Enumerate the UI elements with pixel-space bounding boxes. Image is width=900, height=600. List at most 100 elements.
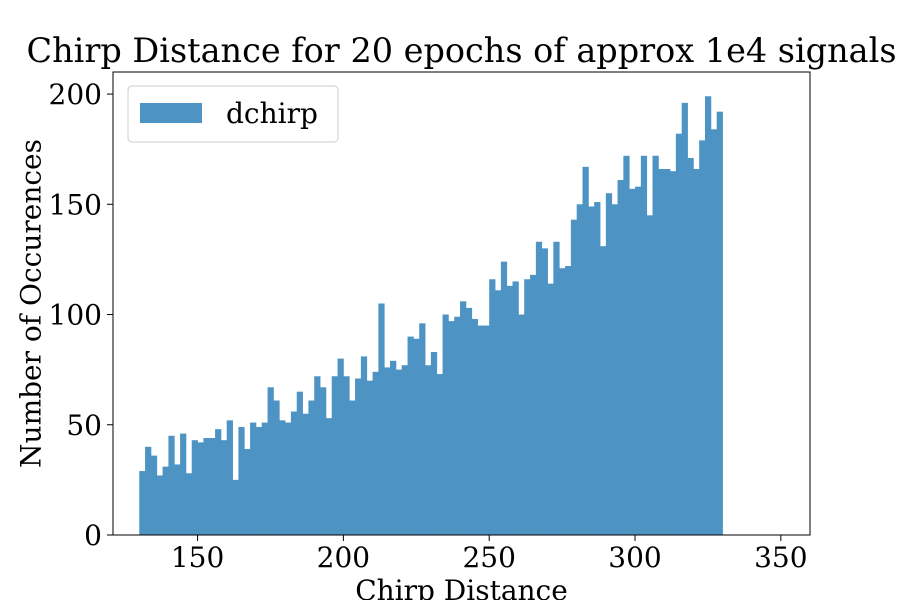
- histogram-bar: [705, 96, 712, 535]
- histogram-bar: [279, 420, 286, 535]
- histogram-bar: [716, 111, 723, 535]
- histogram-bar: [436, 374, 443, 535]
- histogram-bar: [360, 356, 368, 535]
- histogram-bar: [250, 422, 257, 535]
- histogram-bar: [197, 442, 204, 535]
- histogram-bar: [664, 169, 671, 535]
- histogram-bar: [267, 387, 274, 535]
- histogram-bar: [209, 437, 216, 535]
- histogram-bar: [617, 180, 624, 536]
- x-tick-label: 150: [171, 541, 224, 574]
- legend: dchirp: [127, 85, 339, 143]
- histogram-bar: [366, 380, 373, 535]
- histogram-bar: [244, 449, 251, 535]
- histogram-bar: [693, 169, 700, 535]
- histogram-bar: [448, 321, 455, 535]
- histogram-bar: [582, 166, 589, 536]
- histogram-bar: [512, 281, 519, 535]
- x-tick-label: 200: [317, 541, 370, 574]
- histogram-bar: [611, 204, 618, 536]
- x-tick-label: 350: [754, 541, 807, 574]
- histogram-bar: [541, 248, 548, 535]
- histogram-bar: [442, 314, 449, 535]
- histogram-bar: [168, 435, 175, 535]
- histogram-bar: [570, 219, 578, 535]
- histogram-bar: [320, 387, 327, 535]
- histogram-bar: [261, 422, 268, 535]
- histogram-bar: [681, 102, 688, 535]
- histogram-bar: [419, 323, 426, 535]
- histogram-bar: [372, 371, 379, 535]
- histogram-bar: [576, 204, 583, 536]
- histogram-bar: [139, 471, 146, 535]
- histogram-bar: [232, 479, 239, 535]
- histogram-bar: [640, 155, 648, 535]
- histogram-bar: [559, 268, 566, 535]
- histogram-bar: [413, 338, 420, 535]
- x-tick-label: 250: [462, 541, 515, 574]
- histogram-bar: [658, 169, 665, 535]
- histogram-bar: [646, 215, 653, 536]
- histogram-bar: [465, 307, 473, 535]
- histogram-bar: [675, 133, 683, 535]
- histogram-bar: [314, 376, 321, 535]
- legend-label: dchirp: [226, 97, 318, 130]
- histogram-bar: [518, 314, 525, 535]
- histogram-bar: [285, 422, 292, 535]
- histogram-bar: [600, 246, 607, 535]
- histogram-bar: [150, 455, 158, 535]
- x-tick-label: 300: [608, 541, 661, 574]
- histogram-bar: [500, 261, 508, 535]
- bar-group: [139, 96, 723, 536]
- histogram-bar: [407, 336, 414, 535]
- histogram-bar: [460, 301, 467, 535]
- histogram-bar: [180, 433, 187, 535]
- histogram-bar: [553, 241, 560, 535]
- histogram-bar: [565, 266, 572, 535]
- histogram-bar: [378, 303, 385, 535]
- histogram-bar: [699, 140, 706, 535]
- histogram-bar: [506, 285, 513, 535]
- histogram-bar: [530, 274, 537, 535]
- histogram-bar: [535, 241, 543, 535]
- histogram-bar: [162, 466, 169, 535]
- histogram-bar: [290, 411, 298, 535]
- histogram-bar: [477, 325, 484, 535]
- y-tick-label: 0: [84, 519, 102, 552]
- histogram-bar: [156, 475, 163, 535]
- x-axis: 150 200 250 300 350: [171, 535, 808, 574]
- plot-frame: [112, 71, 811, 536]
- legend-box: [127, 85, 339, 143]
- histogram-bar: [203, 437, 210, 535]
- histogram-bar: [425, 365, 432, 535]
- histogram-bar: [454, 316, 461, 535]
- histogram-bar: [238, 426, 245, 535]
- histogram-bar: [623, 155, 630, 535]
- histogram-bar: [605, 193, 613, 535]
- histogram-bar: [430, 352, 438, 535]
- histogram-bar: [331, 376, 338, 535]
- x-axis-label: Chirp Distance: [355, 574, 568, 600]
- histogram-bar: [355, 378, 362, 535]
- histogram-bar: [390, 360, 397, 535]
- y-axis-label: Number of Occurences: [15, 139, 48, 468]
- histogram-bar: [471, 318, 478, 535]
- histogram-bar: [191, 440, 198, 535]
- histogram-bar: [325, 418, 333, 535]
- histogram-bar: [185, 473, 193, 535]
- histogram-bar: [273, 400, 280, 535]
- histogram-bar: [483, 325, 490, 535]
- legend-swatch: [140, 103, 202, 123]
- y-tick-label: 50: [66, 409, 102, 442]
- y-tick-label: 150: [49, 188, 102, 221]
- histogram-bar: [629, 188, 636, 535]
- histogram-bar: [670, 171, 677, 535]
- histogram-bar: [547, 283, 554, 535]
- histogram-bar: [594, 202, 601, 536]
- histogram-bar: [255, 426, 263, 535]
- histogram-bar: [524, 279, 531, 535]
- histogram-bar: [401, 365, 408, 535]
- histogram-bar: [296, 391, 303, 535]
- histogram-bar: [226, 420, 233, 535]
